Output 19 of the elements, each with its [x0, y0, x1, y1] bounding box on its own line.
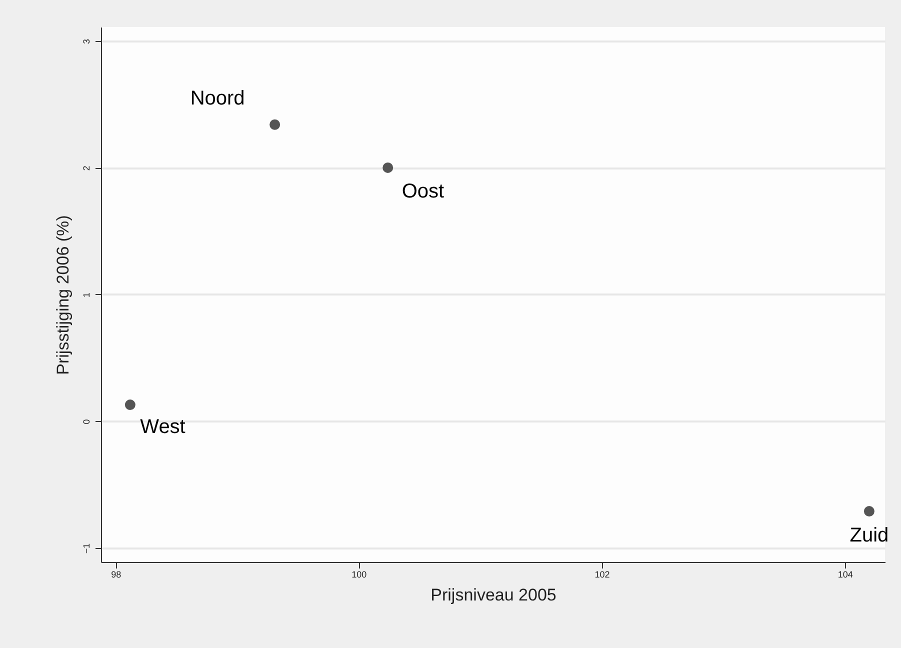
point [270, 119, 280, 130]
y-tick-label: 3 [82, 38, 92, 44]
point [864, 506, 874, 517]
x-tick-label: 102 [594, 570, 610, 580]
annotation: Noord [190, 88, 245, 110]
annotation: Oost [402, 180, 445, 203]
annotation: Zuid [850, 524, 889, 546]
point [382, 162, 394, 173]
y-tick-label: 2 [82, 166, 92, 171]
point [124, 400, 136, 410]
y-tick-label: 1 [82, 292, 92, 298]
x-tick-label: 100 [352, 570, 367, 580]
y-axis-title: Prijsstijging 2006 (%) [54, 215, 72, 375]
y-tick-label: 0 [82, 419, 92, 424]
x-tick-label: 104 [838, 570, 853, 580]
x-axis-title: Prijsniveau 2005 [430, 586, 556, 604]
annotation: West [140, 416, 186, 438]
y-tick-label: −1 [82, 543, 92, 554]
x-tick-label: 98 [111, 570, 122, 580]
